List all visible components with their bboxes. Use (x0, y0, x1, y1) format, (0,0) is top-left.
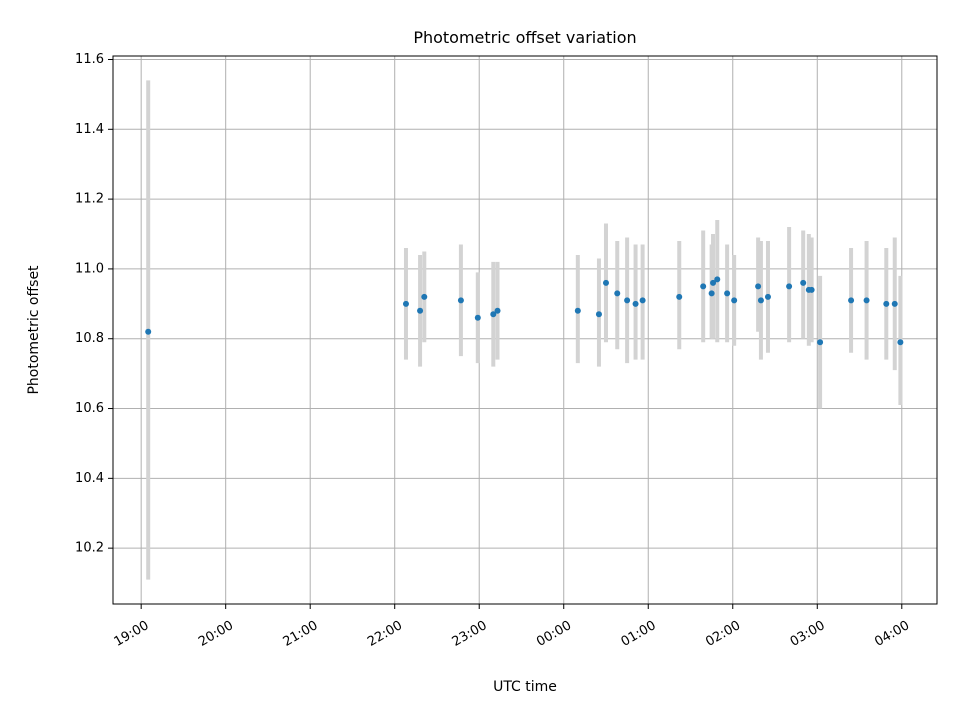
data-point (800, 279, 807, 286)
data-point (602, 279, 609, 286)
y-axis-label: Photometric offset (26, 265, 42, 395)
y-tick-label: 10.4 (75, 471, 104, 486)
data-point (757, 297, 764, 304)
data-point (676, 293, 683, 300)
data-point (457, 297, 464, 304)
y-tick-label: 11.0 (75, 261, 104, 276)
data-point (632, 300, 639, 307)
data-point (755, 283, 762, 290)
data-point (574, 307, 581, 314)
data-point (891, 300, 898, 307)
y-tick-label: 10.6 (75, 401, 104, 416)
data-point (639, 297, 646, 304)
data-point (145, 328, 152, 335)
y-tick-label: 10.2 (75, 541, 104, 556)
y-axis-ticks: 10.2 10.4 10.6 10.8 11.0 11.2 11.4 11.6 (75, 52, 113, 556)
data-point (700, 283, 707, 290)
y-tick-label: 11.6 (75, 52, 104, 67)
data-point (474, 314, 481, 321)
plot-frame (112, 55, 938, 605)
y-tick-label: 11.2 (75, 192, 104, 207)
data-point (494, 307, 501, 314)
data-point (714, 276, 721, 283)
data-point (731, 297, 738, 304)
data-points (145, 276, 904, 346)
data-point (724, 290, 731, 297)
data-point (490, 311, 497, 318)
data-point (808, 286, 815, 293)
data-point (421, 293, 428, 300)
y-tick-label: 11.4 (75, 122, 104, 137)
data-point (614, 290, 621, 297)
data-point (417, 307, 424, 314)
data-point (883, 300, 890, 307)
data-point (863, 297, 870, 304)
data-point (402, 300, 409, 307)
data-point (595, 311, 602, 318)
data-point (786, 283, 793, 290)
data-point (848, 297, 855, 304)
x-axis-label: UTC time (493, 679, 557, 695)
data-point (624, 297, 631, 304)
grid-lines (113, 56, 937, 604)
data-point (817, 339, 824, 346)
data-point (764, 293, 771, 300)
data-point (708, 290, 715, 297)
chart-title: Photometric offset variation (413, 28, 636, 47)
data-point (710, 279, 717, 286)
data-point (897, 339, 904, 346)
y-tick-label: 10.8 (75, 331, 104, 346)
